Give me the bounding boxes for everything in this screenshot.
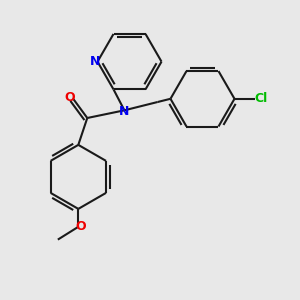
Text: O: O bbox=[76, 220, 86, 233]
Text: N: N bbox=[90, 55, 100, 68]
Text: O: O bbox=[64, 91, 75, 104]
Text: Cl: Cl bbox=[254, 92, 267, 105]
Text: N: N bbox=[119, 105, 130, 118]
